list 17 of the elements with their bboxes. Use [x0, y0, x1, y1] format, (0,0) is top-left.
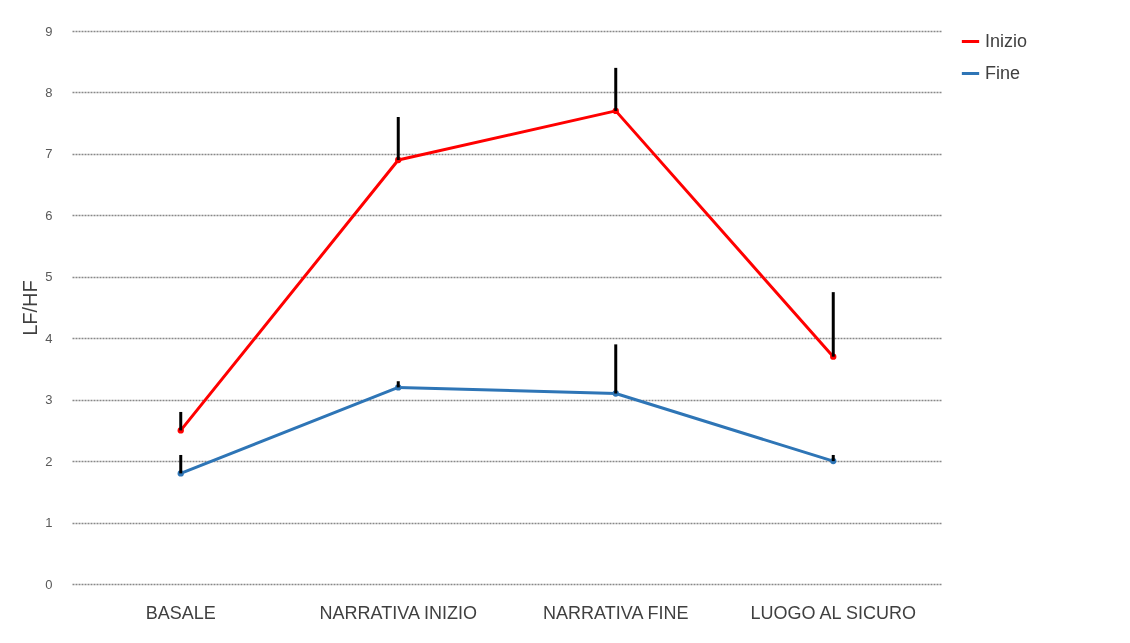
y-axis-title: LF/HF: [19, 280, 42, 336]
y-tick-label: 6: [45, 207, 53, 223]
legend-label: Fine: [985, 62, 1021, 83]
y-tick-label: 8: [45, 84, 53, 100]
y-tick-label: 7: [45, 146, 53, 162]
y-tick-label: 0: [45, 576, 53, 592]
y-tick-label: 1: [45, 515, 53, 531]
y-tick-label: 3: [45, 392, 53, 408]
legend-label: Inizio: [985, 30, 1028, 51]
y-tick-label: 4: [45, 330, 53, 346]
x-tick-label: NARRATIVA FINE: [543, 602, 689, 623]
x-tick-label: BASALE: [145, 602, 216, 623]
y-tick-label: 2: [45, 453, 53, 469]
y-tick-label: 9: [45, 23, 53, 39]
y-tick-label: 5: [45, 269, 53, 285]
x-tick-label: NARRATIVA INIZIO: [319, 602, 477, 623]
x-tick-label: LUOGO AL SICURO: [750, 602, 916, 623]
